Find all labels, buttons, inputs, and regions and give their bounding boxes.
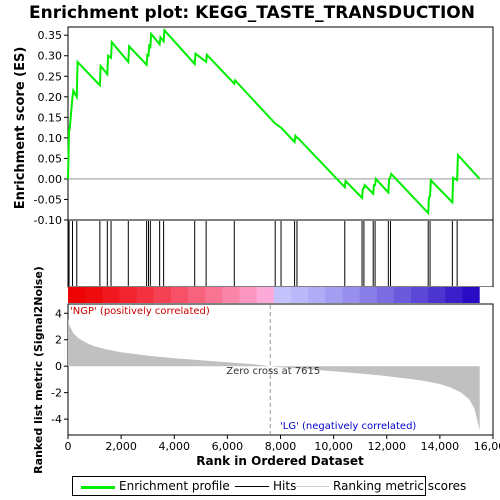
es-y-tick-label: 0.15 xyxy=(38,111,63,124)
band-segment xyxy=(273,287,292,303)
enrichment-profile-line xyxy=(67,27,481,216)
band-segment xyxy=(411,287,429,303)
metric-y-axis: 4 2 0 -2 -4 xyxy=(51,307,68,426)
es-y-tick-label: -0.10 xyxy=(34,214,62,227)
positive-correlation-label: 'NGP' (positively correlated) xyxy=(70,306,210,317)
legend-item-profile: Enrichment profile xyxy=(119,479,230,493)
band-segment xyxy=(239,287,258,303)
band-segment xyxy=(153,287,172,303)
band-segment xyxy=(68,287,86,303)
x-tick-label: 14,000 xyxy=(421,440,460,453)
hits-frame xyxy=(67,219,494,288)
x-tick-label: 10,000 xyxy=(314,440,353,453)
metric-y-tick-label: 2 xyxy=(55,334,62,347)
metric-y-tick-label: -2 xyxy=(51,387,62,400)
band-segment xyxy=(462,287,481,303)
legend-swatch-metric xyxy=(295,486,329,487)
band-segment xyxy=(393,287,412,303)
x-tick-label: 2,000 xyxy=(105,440,137,453)
x-tick-label: 0 xyxy=(65,440,72,453)
metric-y-tick-label: -4 xyxy=(51,413,62,426)
es-y-tick-label: 0.35 xyxy=(38,29,63,42)
band-segment xyxy=(325,287,343,303)
band-segment xyxy=(445,287,464,303)
metric-y-tick-label: 0 xyxy=(55,360,62,373)
es-y-axis-label: Enrichment score (ES) xyxy=(13,47,28,210)
band-tail xyxy=(479,287,493,303)
x-tick-label: 16,000 xyxy=(474,440,500,453)
es-y-axis: -0.10 -0.05 0.00 0.05 0.10 0.15 0.20 0.25 0.30 0.… xyxy=(34,29,68,227)
legend-swatch-profile xyxy=(81,486,115,489)
band-segment xyxy=(119,287,138,303)
band-segment xyxy=(291,287,309,303)
legend-item-hits: Hits xyxy=(273,479,297,493)
es-y-tick-label: 0.00 xyxy=(38,173,63,186)
band-segment xyxy=(308,287,326,303)
x-axis-label: Rank in Ordered Dataset xyxy=(196,454,364,468)
es-y-tick-label: 0.10 xyxy=(38,132,63,145)
x-tick-label: 4,000 xyxy=(159,440,191,453)
band-segment xyxy=(188,287,206,303)
rank-color-band xyxy=(68,287,493,303)
band-segment xyxy=(205,287,223,303)
legend-swatch-hits xyxy=(235,486,269,487)
metric-panel: 4 2 0 -2 -4 0 2,000 4,000 6,000 8,000 10,000 12,00… xyxy=(51,303,500,453)
metric-y-tick-label: 4 xyxy=(55,307,62,320)
es-y-tick-label: -0.05 xyxy=(34,193,62,206)
band-segment xyxy=(102,287,120,303)
band-segment xyxy=(256,287,275,303)
zero-cross-label: Zero cross at 7615 xyxy=(226,366,320,377)
legend: Enrichment profile Hits Ranking metric s… xyxy=(72,476,466,496)
band-segment xyxy=(222,287,241,303)
es-y-tick-label: 0.30 xyxy=(38,50,63,63)
ranking-metric-area xyxy=(68,318,480,430)
x-tick-label: 6,000 xyxy=(212,440,244,453)
hits-panel xyxy=(67,219,494,288)
es-plot-frame xyxy=(67,26,494,221)
band-segment xyxy=(359,287,378,303)
x-axis: 0 2,000 4,000 6,000 8,000 10,000 12,000 14,000 1… xyxy=(65,435,500,453)
chart-title: Enrichment plot: KEGG_TASTE_TRANSDUCTION xyxy=(29,3,475,23)
metric-y-axis-label: Ranked list metric (Signal2Noise) xyxy=(32,266,45,474)
band-segment xyxy=(376,287,395,303)
x-tick-label: 12,000 xyxy=(368,440,407,453)
hit-lines xyxy=(68,221,458,286)
negative-correlation-label: 'LG' (negatively correlated) xyxy=(280,421,416,432)
band-segment xyxy=(170,287,189,303)
es-panel: -0.10 -0.05 0.00 0.05 0.10 0.15 0.20 0.25 0.30 0.… xyxy=(34,26,494,227)
band-segment xyxy=(428,287,446,303)
es-y-tick-label: 0.20 xyxy=(38,91,63,104)
band-segment xyxy=(85,287,103,303)
es-y-tick-label: 0.25 xyxy=(38,70,63,83)
legend-item-metric: Ranking metric scores xyxy=(333,479,467,493)
x-tick-label: 8,000 xyxy=(265,440,297,453)
band-segment xyxy=(136,287,155,303)
band-segment xyxy=(342,287,361,303)
es-y-tick-label: 0.05 xyxy=(38,152,63,165)
